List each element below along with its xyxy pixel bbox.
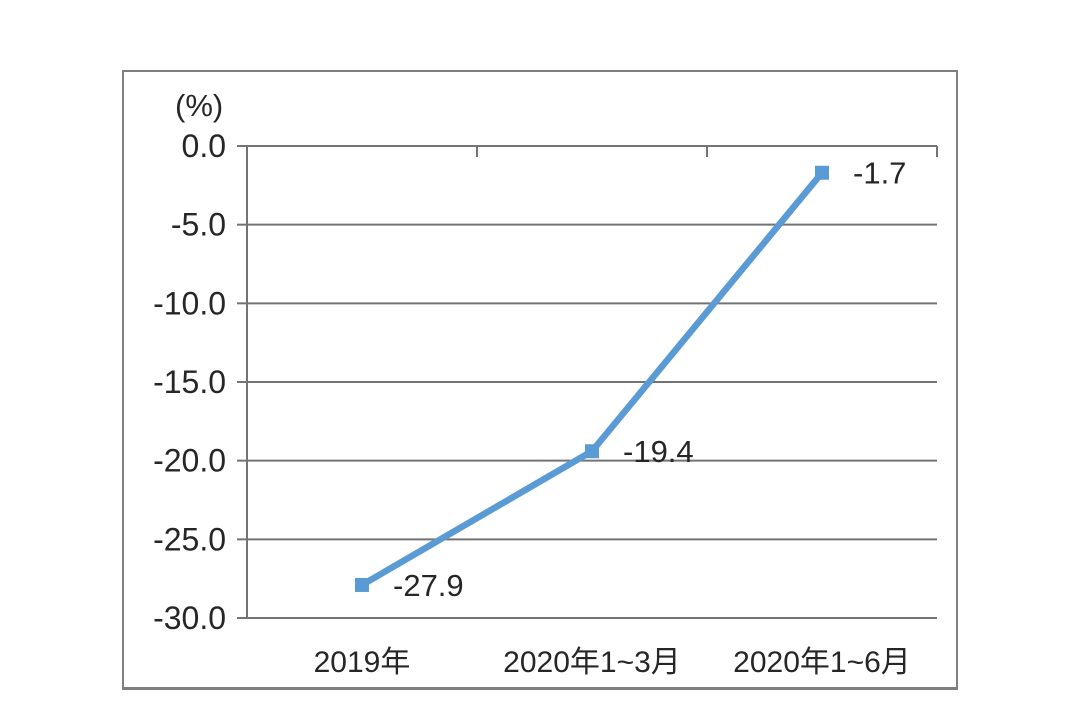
x-category-label: 2020年1~3月 bbox=[503, 646, 681, 679]
x-category-label: 2019年 bbox=[314, 646, 411, 679]
data-point-marker bbox=[815, 165, 829, 180]
y-tick-label: -10.0 bbox=[153, 285, 226, 321]
gridlines-group bbox=[247, 145, 937, 619]
y-tick-label: -30.0 bbox=[153, 600, 226, 636]
data-point-marker bbox=[585, 444, 599, 459]
axes-group bbox=[237, 145, 938, 619]
y-axis-unit-label: (%) bbox=[175, 88, 223, 123]
y-tick-label: -5.0 bbox=[171, 207, 226, 243]
series-line-group bbox=[360, 170, 825, 588]
data-point-label: -1.7 bbox=[853, 156, 906, 191]
y-tick-label: -15.0 bbox=[153, 364, 226, 400]
data-labels-group: -27.9 -19.4 -1.7 bbox=[393, 156, 906, 603]
x-category-label: 2020年1~6月 bbox=[733, 646, 911, 679]
data-point-label: -27.9 bbox=[393, 568, 464, 603]
y-tick-label: -25.0 bbox=[153, 521, 226, 557]
y-tick-label: -20.0 bbox=[153, 443, 226, 479]
y-tick-label: 0.0 bbox=[182, 128, 226, 164]
x-category-labels-group: 2019年 2020年1~3月 2020年1~6月 bbox=[314, 646, 911, 679]
data-point-label: -19.4 bbox=[623, 434, 694, 469]
data-point-marker bbox=[355, 577, 369, 592]
series-polyline bbox=[360, 170, 825, 588]
y-tick-labels-group: 0.0 -5.0 -10.0 -15.0 -20.0 -25.0 -30.0 bbox=[153, 128, 226, 636]
series-markers-group bbox=[355, 165, 829, 592]
